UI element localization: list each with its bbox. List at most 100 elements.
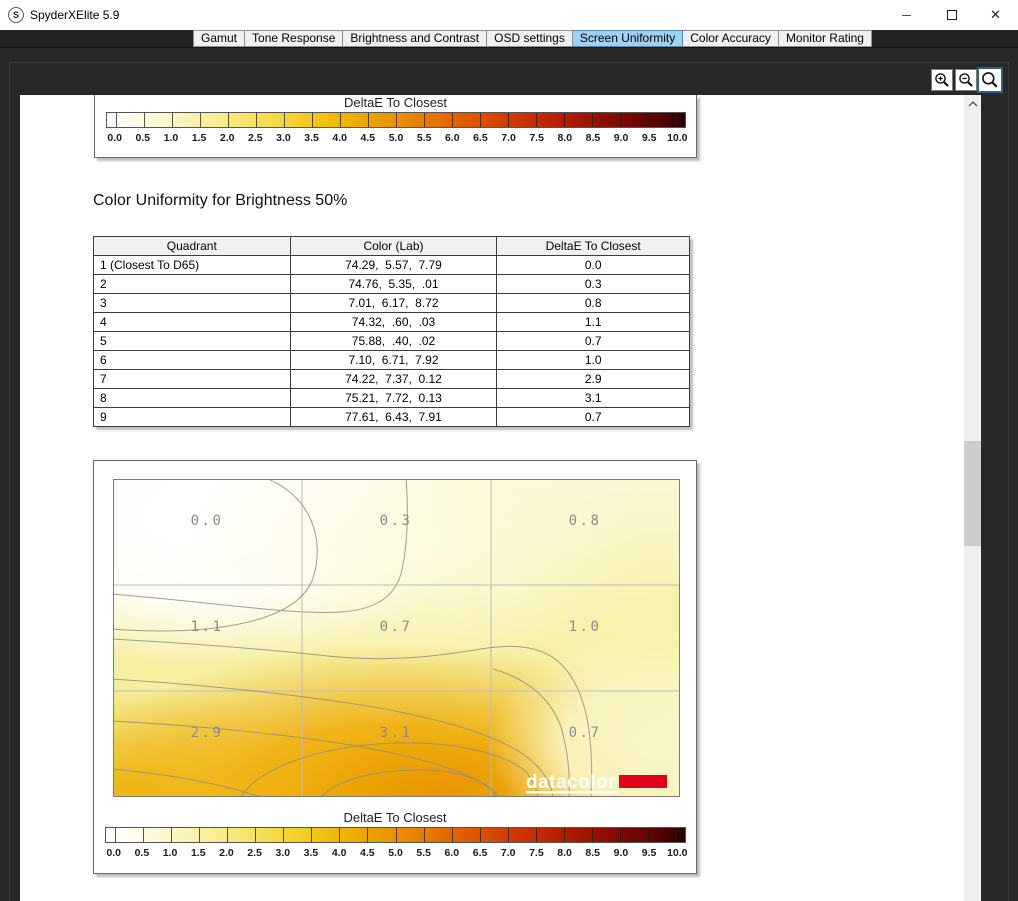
table-cell: 3.1 [496, 388, 690, 408]
table-cell: 4 [93, 312, 291, 332]
zoom-out-button[interactable] [955, 69, 977, 91]
scale-title: DeltaE To Closest [343, 810, 447, 825]
scale-tick-label: 5.5 [416, 132, 432, 144]
table-cell: 7 [93, 369, 291, 389]
column-header: Color (Lab) [289, 236, 498, 256]
scale-tick [367, 828, 369, 842]
scale-tick [508, 113, 510, 127]
scale-tick-label: 0.5 [135, 132, 151, 144]
quadrant-values: 0.0 0.3 0.8 1.1 0.7 1.0 2.9 3.1 0.7 [191, 513, 602, 741]
scale-tick [255, 113, 257, 127]
zoom-page-button[interactable] [977, 67, 1003, 93]
minimize-button[interactable]: ─ [884, 0, 929, 30]
table-cell: 3 [93, 293, 291, 313]
scale-tick [255, 828, 257, 842]
scale-tick-label: 2.5 [248, 132, 263, 144]
zoom-in-icon [935, 73, 949, 87]
scale-tick [283, 828, 285, 842]
scale-tick [563, 828, 565, 842]
quadrant-value: 1.1 [191, 619, 224, 635]
table-cell: 74.29, 5.57, 7.79 [289, 255, 498, 275]
report-frame [9, 62, 1009, 901]
maximize-icon [946, 9, 957, 20]
scale-tick [536, 113, 538, 127]
zoom-page-icon [982, 72, 998, 88]
scale-tick-label: 9.0 [613, 847, 629, 859]
table-cell: 2.9 [496, 369, 690, 389]
scale-tick-label: 7.0 [500, 847, 516, 859]
quadrant-value: 0.8 [569, 513, 602, 529]
tab-color-accuracy[interactable]: Color Accuracy [683, 30, 779, 47]
scale-tick [143, 113, 145, 127]
scale-tick-label: 7.0 [501, 132, 516, 144]
scale-tick [115, 113, 117, 127]
datacolor-logo-underline [526, 791, 618, 794]
scale-tick [620, 113, 622, 127]
scale-tick-label: 9.0 [613, 132, 629, 144]
scale-title: DeltaE To Closest [343, 95, 448, 110]
table-row: 5 75.88, .40, .02 0.7 [93, 331, 690, 351]
tab-tone-response[interactable]: Tone Response [245, 30, 344, 47]
scale-tick [339, 113, 341, 127]
tab-monitor-rating[interactable]: Monitor Rating [778, 30, 872, 47]
deltae-scale: 0.0 0.5 1.0 1.5 2.0 2.5 3.0 3.5 4.0 4.5 5.0 5.5 6.0 6… [105, 827, 688, 872]
scale-tick [479, 828, 481, 842]
table-cell: 74.22, 7.37, 0.12 [289, 369, 498, 389]
table-row: 7 74.22, 7.37, 0.12 2.9 [93, 369, 690, 389]
table-cell: 0.0 [496, 255, 690, 275]
scale-tick [620, 828, 622, 842]
close-icon: ✕ [990, 7, 1001, 22]
scale-tick [395, 828, 397, 842]
contour-lines [113, 479, 593, 797]
column-header: DeltaE To Closest [496, 236, 690, 256]
deltae-gradient-bar [105, 827, 686, 843]
scale-tick-label: 1.0 [163, 132, 179, 144]
report-page: DeltaE To Closest 0.0 0.5 1.0 1.5 2.0 2.5 3.0 3… [20, 95, 981, 901]
vertical-scrollbar[interactable] [964, 95, 981, 901]
zoom-in-button[interactable] [931, 69, 953, 91]
scale-tick [535, 828, 537, 842]
scale-tick-label: 10.0 [667, 132, 688, 144]
table-cell: 0.7 [496, 407, 690, 427]
table-cell: 0.8 [496, 293, 690, 313]
datacolor-logo: datacolor [526, 772, 667, 794]
scale-tick [592, 113, 594, 127]
tab-brightness-and-contrast[interactable]: Brightness and Contrast [343, 30, 488, 47]
close-button[interactable]: ✕ [973, 0, 1018, 30]
tab-bar: Gamut Tone Response Brightness and Contras… [193, 30, 872, 47]
table-cell: 74.32, .60, .03 [289, 312, 498, 332]
scale-tick [311, 828, 313, 842]
tab-screen-uniformity[interactable]: Screen Uniformity [572, 30, 684, 47]
tab-gamut[interactable]: Gamut [193, 30, 246, 47]
scale-tick-label: 0.5 [134, 847, 150, 859]
table-cell: 1.0 [496, 350, 690, 370]
scale-tick-label: 6.0 [444, 132, 460, 144]
scale-tick [507, 828, 509, 842]
scroll-up-icon [968, 100, 977, 106]
scale-tick-label: 2.5 [247, 847, 262, 859]
scale-tick-label: 8.5 [585, 847, 601, 859]
scale-tick [339, 828, 341, 842]
window-title: SpyderXElite 5.9 [30, 8, 120, 22]
scale-tick-label: 8.0 [557, 847, 572, 859]
scale-tick [480, 113, 482, 127]
scroll-up-button[interactable] [964, 95, 981, 112]
table-cell: 2 [93, 274, 291, 294]
tab-osd-settings[interactable]: OSD settings [487, 30, 573, 47]
scale-tick [170, 828, 172, 842]
maximize-button[interactable] [929, 0, 974, 30]
report-background: DeltaE To Closest 0.0 0.5 1.0 1.5 2.0 2.5 3.0 3… [0, 47, 1018, 901]
app-logo-icon: S [8, 7, 24, 23]
scale-tick [592, 828, 594, 842]
table-cell: 6 [93, 350, 291, 370]
scale-tick-label: 0.0 [107, 132, 122, 144]
quadrant-value: 1.0 [569, 619, 602, 635]
scale-tick [564, 113, 566, 127]
scale-tick [676, 828, 678, 842]
scale-tick [311, 113, 313, 127]
table-cell: 75.88, .40, .02 [289, 331, 498, 351]
table-cell: 7.10, 6.71, 7.92 [289, 350, 498, 370]
scrollbar-thumb[interactable] [964, 441, 981, 546]
scale-tick-label: 1.0 [162, 847, 178, 859]
